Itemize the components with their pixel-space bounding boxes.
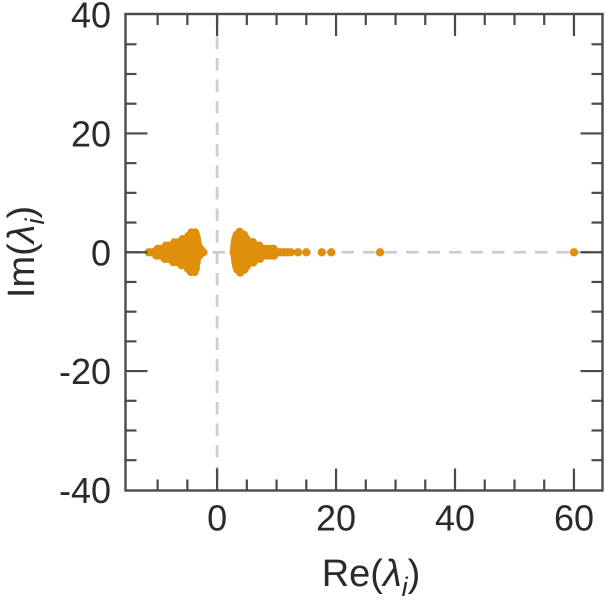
y-tick-label: 20 [71,113,111,154]
eigenvalue-point [270,251,279,260]
eigenvalue-points-group [144,227,579,277]
y-tick-label: 0 [91,232,111,273]
eigenvalue-point [190,267,199,277]
x-tick-label: 0 [207,498,227,539]
eigenvalue-point [190,228,200,237]
eigenvalue-point [293,248,303,257]
eigenvalue-point [302,248,311,257]
eigenvalue-point [255,254,265,263]
eigenvalue-point [235,227,244,237]
y-tick-label: -20 [59,351,111,392]
eigenvalue-point [255,241,264,250]
tick-labels-group: 0 20 40 60 -40 -20 0 20 40 [59,0,594,539]
eigenvalue-point [248,237,257,247]
x-axis-title: Re(λi) [322,553,421,600]
x-tick-label: 20 [316,498,356,539]
eigenvalue-point [249,258,258,267]
y-tick-label: 40 [71,0,111,36]
eigenvalue-point [236,268,245,277]
y-axis-title: Im(λi) [1,206,50,298]
eigenvalue-point [286,248,295,257]
zero-reference-lines [126,15,602,490]
eigenvalue-point [317,248,326,257]
eigenvalue-point [375,248,385,257]
eigenvalue-point [327,248,336,257]
x-tick-label: 40 [435,498,475,539]
eigenvalue-point [269,244,278,254]
eigenvalue-point [569,248,579,257]
axes-frame-and-ticks [124,12,604,492]
x-tick-label: 60 [554,498,594,539]
y-tick-label: -40 [59,470,111,511]
